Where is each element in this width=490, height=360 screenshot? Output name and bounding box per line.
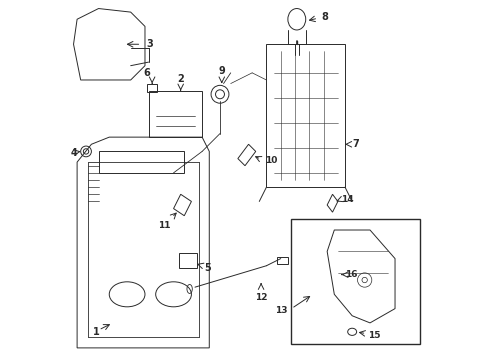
Text: 7: 7	[352, 139, 359, 149]
Text: 12: 12	[255, 293, 268, 302]
Text: 13: 13	[275, 306, 287, 315]
Text: 6: 6	[144, 68, 150, 78]
Text: 14: 14	[342, 195, 354, 204]
Text: 3: 3	[147, 39, 153, 49]
Text: 10: 10	[265, 156, 277, 165]
Text: 4: 4	[70, 148, 77, 158]
Text: 15: 15	[368, 331, 381, 340]
Text: 1: 1	[94, 327, 100, 337]
Text: 16: 16	[345, 270, 358, 279]
Text: 9: 9	[219, 66, 225, 76]
Text: 5: 5	[204, 262, 211, 273]
Text: 8: 8	[322, 13, 329, 22]
Text: 2: 2	[177, 73, 184, 84]
Text: 11: 11	[158, 221, 171, 230]
